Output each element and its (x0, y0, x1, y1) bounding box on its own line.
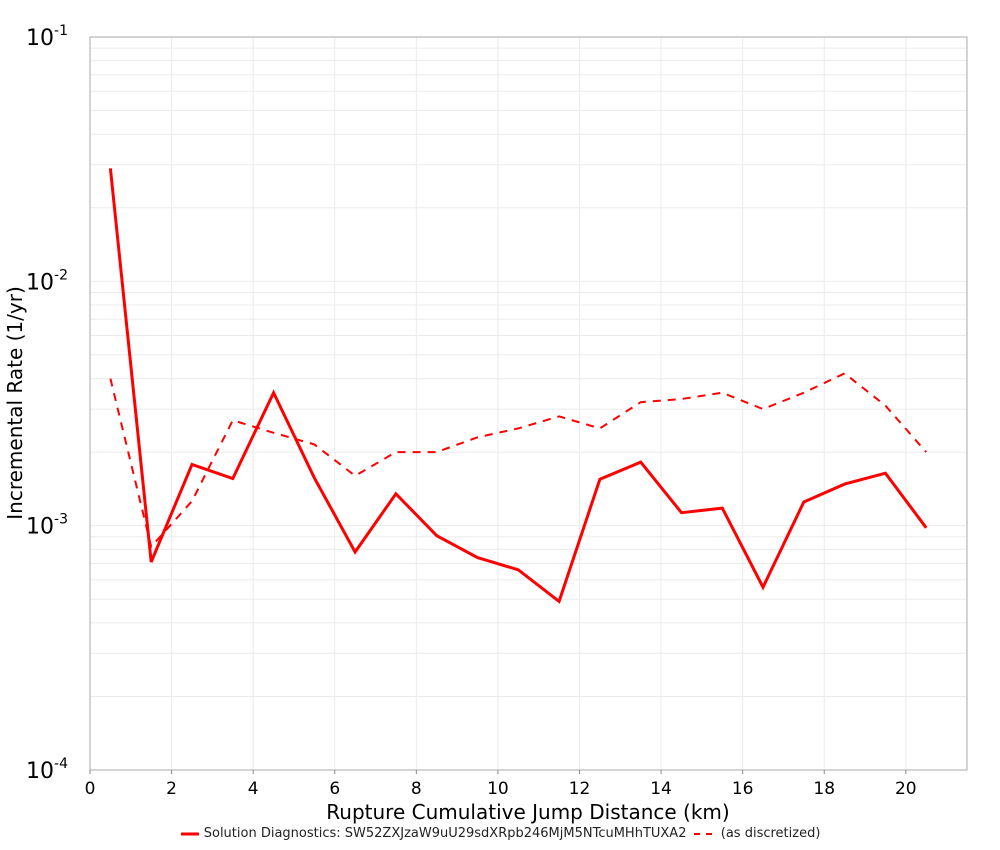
x-tick-label: 10 (487, 779, 509, 799)
y-tick-label: 10-4 (26, 756, 68, 784)
y-tick-label: 10-1 (26, 23, 68, 51)
y-axis-label: Incremental Rate (1/yr) (3, 286, 27, 519)
x-tick-label: 8 (411, 779, 422, 799)
dashed-line-swatch-icon (693, 832, 715, 835)
plot-area-border (89, 36, 968, 771)
x-tick-label: 14 (650, 779, 672, 799)
x-axis-label: Rupture Cumulative Jump Distance (km) (326, 800, 729, 824)
legend: Solution Diagnostics: SW52ZXJzaW9uU29sdX… (0, 826, 1000, 841)
y-axis-ticks: 10-1 10-2 10-3 10-4 (26, 23, 68, 784)
discretized-line (109, 372, 927, 549)
x-tick-label: 0 (85, 779, 96, 799)
grid-lines (90, 37, 967, 770)
x-tick-label: 4 (248, 779, 259, 799)
solid-line-swatch-icon (180, 832, 199, 835)
x-tick-label: 18 (813, 779, 835, 799)
data-series (108, 168, 928, 604)
x-tick-label: 6 (329, 779, 340, 799)
x-axis-ticks: 0 2 4 6 8 10 12 14 16 18 20 (85, 770, 917, 799)
legend-label-solution: Solution Diagnostics: SW52ZXJzaW9uU29sdX… (203, 826, 687, 841)
x-tick-label: 12 (569, 779, 591, 799)
solution-diagnostics-line (108, 168, 928, 604)
legend-label-discretized: (as discretized) (720, 826, 821, 841)
y-tick-label: 10-3 (26, 512, 68, 540)
x-tick-label: 16 (732, 779, 754, 799)
chart-canvas: 0 2 4 6 8 10 12 14 16 18 20 10-1 10-2 10-3 10-4 Ruptu… (3, 23, 968, 824)
y-tick-label: 10-2 (26, 267, 68, 295)
x-tick-label: 20 (895, 779, 917, 799)
x-tick-label: 2 (166, 779, 177, 799)
